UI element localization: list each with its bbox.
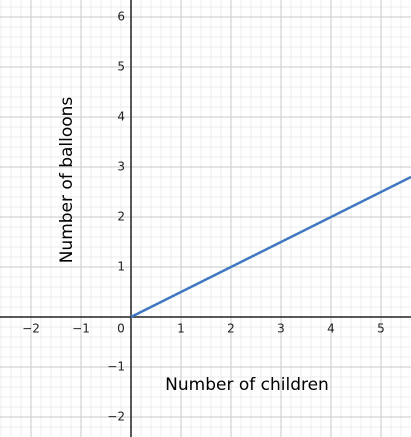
x-tick-label: 2: [227, 322, 235, 336]
y-tick-label: 5: [117, 60, 125, 74]
y-tick-label: 6: [117, 10, 125, 24]
y-tick-label: 4: [117, 110, 125, 124]
y-tick-label: −2: [107, 410, 125, 424]
x-tick-label: 5: [377, 322, 385, 336]
plot: [130, 175, 411, 319]
x-tick-label: 0: [117, 322, 125, 336]
labels: Number of children Number of balloons −2…: [22, 10, 385, 424]
x-tick-label: −2: [22, 322, 40, 336]
y-tick-label: 2: [117, 210, 125, 224]
data-line: [130, 175, 411, 319]
y-tick-label: −1: [107, 360, 125, 374]
y-axis-title: Number of balloons: [57, 97, 77, 264]
x-tick-label: 4: [327, 322, 335, 336]
x-tick-label: 1: [177, 322, 185, 336]
y-tick-label: 1: [117, 260, 125, 274]
x-tick-label: 3: [277, 322, 285, 336]
x-tick-label: −1: [72, 322, 90, 336]
x-axis-title: Number of children: [165, 375, 329, 395]
y-tick-label: 3: [117, 160, 125, 174]
